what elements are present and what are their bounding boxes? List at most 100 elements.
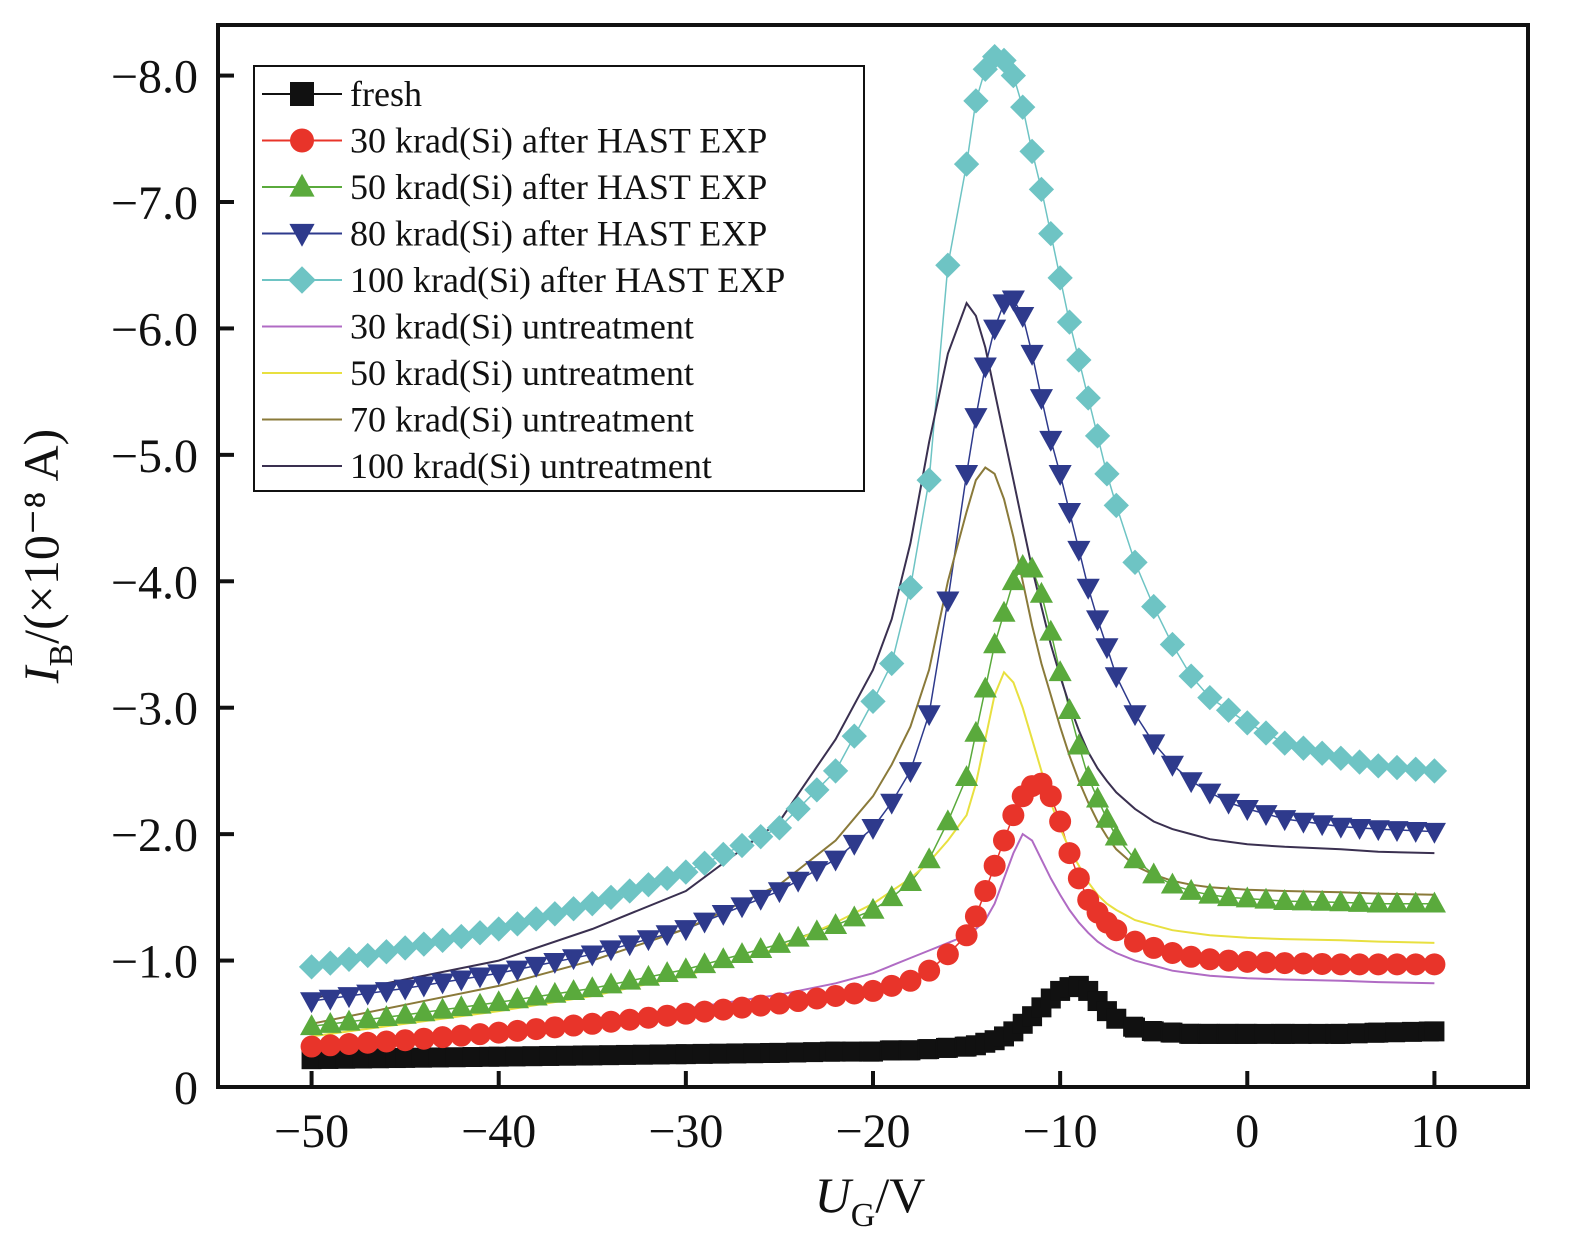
data-point-100-krad-si-after-hast-exp xyxy=(448,923,474,950)
data-point-50-krad-si-after-hast-exp xyxy=(1048,660,1072,682)
data-point-80-krad-si-after-hast-exp xyxy=(805,861,829,883)
data-point-50-krad-si-after-hast-exp xyxy=(1095,806,1119,828)
data-point-100-krad-si-after-hast-exp xyxy=(317,950,343,976)
data-point-80-krad-si-after-hast-exp xyxy=(824,850,848,872)
data-point-30-krad-si-after-hast-exp xyxy=(993,829,1015,852)
data-point-30-krad-si-after-hast-exp xyxy=(450,1024,473,1047)
data-point-fresh xyxy=(1291,1023,1312,1044)
data-point-100-krad-si-after-hast-exp xyxy=(1365,753,1391,779)
data-point-50-krad-si-after-hast-exp xyxy=(337,1009,361,1031)
data-point-30-krad-si-after-hast-exp xyxy=(431,1026,454,1049)
data-point-50-krad-si-after-hast-exp xyxy=(898,870,922,891)
data-point-100-krad-si-after-hast-exp xyxy=(963,88,989,114)
data-point-fresh xyxy=(881,1040,902,1061)
data-point-fresh xyxy=(825,1041,846,1062)
y-tick-label: −2.0 xyxy=(111,809,198,862)
data-point-100-krad-si-after-hast-exp xyxy=(916,467,942,493)
data-point-100-krad-si-after-hast-exp xyxy=(897,574,924,601)
data-point-30-krad-si-after-hast-exp xyxy=(805,987,828,1010)
data-point-50-krad-si-after-hast-exp xyxy=(1104,824,1128,846)
y-axis-ticks: 0 −1.0 −2.0 −3.0 −4.0 −5.0 −6.0 −7.0 −8.0 xyxy=(111,51,234,1115)
data-point-fresh xyxy=(1368,1022,1389,1043)
data-point-80-krad-si-after-hast-exp xyxy=(1273,810,1297,832)
data-point-30-krad-si-after-hast-exp xyxy=(1273,952,1296,975)
data-point-fresh xyxy=(368,1048,389,1069)
data-point-80-krad-si-after-hast-exp xyxy=(580,945,604,967)
data-point-30-krad-si-after-hast-exp xyxy=(918,959,941,982)
data-point-100-krad-si-after-hast-exp xyxy=(355,942,381,969)
data-point-fresh xyxy=(1237,1023,1258,1044)
data-point-30-krad-si-after-hast-exp xyxy=(637,1006,660,1029)
data-point-fresh xyxy=(522,1046,543,1067)
data-point-80-krad-si-after-hast-exp xyxy=(711,904,735,926)
data-point-50-krad-si-after-hast-exp xyxy=(861,897,885,919)
data-point-30-krad-si-after-hast-exp xyxy=(1058,842,1081,865)
data-point-80-krad-si-after-hast-exp xyxy=(374,982,398,1004)
y-axis-title: IB/(×10⁻⁸ A) xyxy=(13,429,80,684)
data-point-30-krad-si-after-hast-exp xyxy=(1367,953,1390,976)
data-point-80-krad-si-after-hast-exp xyxy=(1142,734,1166,756)
marker-series xyxy=(298,43,1448,1070)
legend-marker-30-krad-si-after-hast-exp xyxy=(290,128,314,153)
x-axis-subscript: G xyxy=(851,1197,876,1234)
data-point-30-krad-si-after-hast-exp xyxy=(1404,953,1427,976)
data-point-80-krad-si-after-hast-exp xyxy=(1254,805,1278,827)
data-point-80-krad-si-after-hast-exp xyxy=(543,953,567,974)
data-point-80-krad-si-after-hast-exp xyxy=(1095,638,1119,660)
data-point-30-krad-si-after-hast-exp xyxy=(1255,951,1277,974)
data-point-100-krad-si-after-hast-exp xyxy=(691,850,718,876)
data-point-50-krad-si-after-hast-exp xyxy=(730,942,754,964)
data-point-50-krad-si-after-hast-exp xyxy=(1029,581,1053,603)
data-point-fresh xyxy=(919,1039,940,1060)
data-point-100-krad-si-after-hast-exp xyxy=(1159,631,1186,658)
data-point-fresh xyxy=(395,1047,416,1068)
data-point-fresh xyxy=(615,1044,636,1065)
legend-box xyxy=(253,65,865,492)
data-point-100-krad-si-after-hast-exp xyxy=(879,650,905,677)
data-point-80-krad-si-after-hast-exp xyxy=(1029,389,1053,411)
data-point-100-krad-si-after-hast-exp xyxy=(1178,663,1204,689)
data-point-80-krad-si-after-hast-exp xyxy=(1104,667,1128,689)
data-point-100-krad-si-after-hast-exp xyxy=(1403,756,1429,782)
data-point-80-krad-si-after-hast-exp xyxy=(1310,815,1334,837)
data-point-50-krad-si-after-hast-exp xyxy=(1254,887,1278,909)
y-tick-label: −5.0 xyxy=(111,430,198,483)
data-point-fresh xyxy=(1330,1023,1351,1044)
legend-label-100-krad-si-untreatment: 100 krad(Si) untreatment xyxy=(350,446,712,486)
data-point-80-krad-si-after-hast-exp xyxy=(636,930,660,952)
data-point-50-krad-si-after-hast-exp xyxy=(580,976,604,998)
data-point-80-krad-si-after-hast-exp xyxy=(449,970,473,992)
data-point-80-krad-si-after-hast-exp xyxy=(487,964,511,986)
data-point-30-krad-si-after-hast-exp xyxy=(880,974,903,997)
data-point-30-krad-si-after-hast-exp xyxy=(1236,950,1259,973)
data-point-80-krad-si-after-hast-exp xyxy=(655,925,679,947)
data-point-30-krad-si-after-hast-exp xyxy=(600,1010,622,1033)
data-point-fresh xyxy=(1308,1023,1329,1044)
data-point-30-krad-si-after-hast-exp xyxy=(843,982,866,1005)
data-point-80-krad-si-after-hast-exp xyxy=(562,949,586,971)
data-point-30-krad-si-after-hast-exp xyxy=(1423,953,1446,976)
data-point-30-krad-si-after-hast-exp xyxy=(1217,949,1240,972)
data-point-50-krad-si-after-hast-exp xyxy=(431,997,455,1019)
data-point-50-krad-si-after-hast-exp xyxy=(955,765,979,787)
data-point-100-krad-si-after-hast-exp xyxy=(1122,549,1148,575)
y-tick-label: −4.0 xyxy=(111,556,198,609)
data-point-50-krad-si-after-hast-exp xyxy=(674,957,698,979)
data-point-100-krad-si-after-hast-exp xyxy=(560,896,587,922)
data-point-30-krad-si-after-hast-exp xyxy=(356,1031,379,1054)
data-point-50-krad-si-after-hast-exp xyxy=(992,600,1016,622)
data-point-100-krad-si-after-hast-exp xyxy=(523,906,549,932)
data-point-50-krad-si-after-hast-exp xyxy=(1366,891,1390,913)
y-tick-label: −3.0 xyxy=(111,683,198,736)
data-point-30-krad-si-after-hast-exp xyxy=(1039,785,1062,808)
data-point-fresh xyxy=(1385,1022,1406,1043)
data-point-100-krad-si-after-hast-exp xyxy=(486,916,512,942)
data-point-50-krad-si-after-hast-exp xyxy=(767,932,791,953)
data-point-100-krad-si-after-hast-exp xyxy=(504,911,531,937)
data-point-50-krad-si-after-hast-exp xyxy=(1310,889,1334,911)
data-point-80-krad-si-after-hast-exp xyxy=(973,357,997,379)
data-point-80-krad-si-after-hast-exp xyxy=(356,984,380,1006)
data-point-30-krad-si-after-hast-exp xyxy=(824,984,847,1007)
data-point-80-krad-si-after-hast-exp xyxy=(1067,540,1091,562)
